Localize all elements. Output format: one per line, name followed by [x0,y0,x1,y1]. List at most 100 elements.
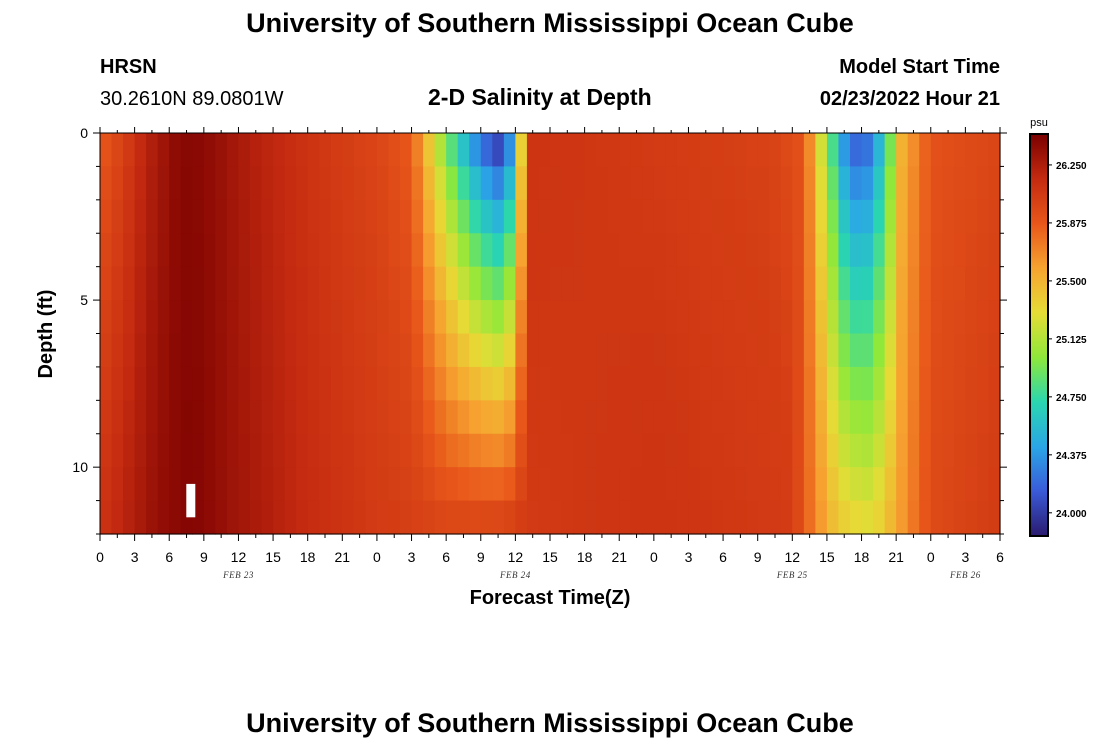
heatmap-cell [434,133,447,168]
heatmap-cell [723,133,736,168]
heatmap-cell [469,300,482,335]
heatmap-cell [261,300,274,335]
heatmap-cell [469,166,482,201]
heatmap-cell [550,366,563,401]
heatmap-cell [988,433,1001,468]
heatmap-cell [400,333,413,368]
heatmap-cell [538,433,551,468]
heatmap-cell [711,300,724,335]
heatmap-cell [607,300,620,335]
colorbar-tick-label: 25.125 [1056,335,1087,346]
heatmap-cell [480,366,493,401]
heatmap-cell [965,333,978,368]
heatmap-cell [411,300,424,335]
heatmap-cell [226,333,240,368]
heatmap-cell [734,500,747,535]
heatmap-cell [573,467,586,502]
heatmap-cell [180,366,193,401]
heatmap-cell [203,133,216,168]
heatmap-cell [976,467,990,502]
heatmap-cell [134,500,147,535]
heatmap-cell [850,333,863,368]
heatmap-cell [100,233,113,268]
heatmap-cell [884,400,897,435]
heatmap-cell [492,300,505,335]
heatmap-cell [457,166,470,201]
heatmap-cell [896,433,909,468]
heatmap-cell [896,400,909,435]
heatmap-cell [803,433,816,468]
heatmap-cell [307,500,320,535]
heatmap-cell [503,266,516,301]
heatmap-cell [353,366,366,401]
heatmap-cell [226,500,240,535]
heatmap-cell [457,500,470,535]
heatmap-cell [619,366,632,401]
heatmap-cell [376,166,390,201]
heatmap-cell [550,133,563,168]
heatmap-cell [884,133,897,168]
heatmap-cell [619,333,632,368]
heatmap-cell [330,166,343,201]
heatmap-cell [850,266,863,301]
heatmap-cell [492,133,505,168]
heatmap-cell [803,133,816,168]
heatmap-cell [376,400,390,435]
heatmap-cell [446,266,459,301]
heatmap-cell [273,333,286,368]
heatmap-cell [561,333,574,368]
heatmap-cell [503,467,516,502]
x-day-label: FEB 24 [499,570,531,580]
heatmap-cell [157,333,170,368]
heatmap-cell [815,199,828,234]
heatmap-cell [457,366,470,401]
heatmap-cell [261,199,274,234]
heatmap-cell [226,133,240,168]
heatmap-cell [307,166,320,201]
heatmap-cell [146,266,159,301]
heatmap-cell [261,433,274,468]
heatmap-cell [457,233,470,268]
heatmap-cell [780,400,793,435]
heatmap-cell [457,133,470,168]
heatmap-cell [688,199,701,234]
heatmap-cell [342,133,355,168]
heatmap-cell [953,266,966,301]
heatmap-cell [584,199,597,234]
x-tick-label: 15 [819,549,835,565]
heatmap-cell [307,333,320,368]
heatmap-cell [100,300,113,335]
heatmap-cell [676,266,690,301]
heatmap-cell [480,166,493,201]
heatmap-cell [446,133,459,168]
heatmap-cell [169,233,182,268]
heatmap-cell [665,467,678,502]
heatmap-cell [411,233,424,268]
heatmap-cell [192,366,205,401]
heatmap-cell [734,400,747,435]
heatmap-cell [953,433,966,468]
heatmap-cell [930,333,943,368]
heatmap-cell [134,333,147,368]
heatmap-cell [273,500,286,535]
heatmap-cell [884,333,897,368]
heatmap-cell [884,500,897,535]
heatmap-cell [434,166,447,201]
heatmap-cell [203,366,216,401]
heatmap-cell [376,133,390,168]
heatmap-cell [319,467,332,502]
heatmap-cell [688,300,701,335]
white-marker [186,483,196,518]
heatmap-cell [388,366,401,401]
heatmap-cell [353,467,366,502]
heatmap-cell [757,166,770,201]
heatmap-cell [134,199,147,234]
x-tick-label: 3 [131,549,139,565]
heatmap-cell [296,133,309,168]
heatmap-cell [665,199,678,234]
heatmap-cell [123,233,136,268]
heatmap-cell [896,300,909,335]
heatmap-cell [630,400,643,435]
heatmap-cell [157,133,170,168]
heatmap-cell [342,500,355,535]
